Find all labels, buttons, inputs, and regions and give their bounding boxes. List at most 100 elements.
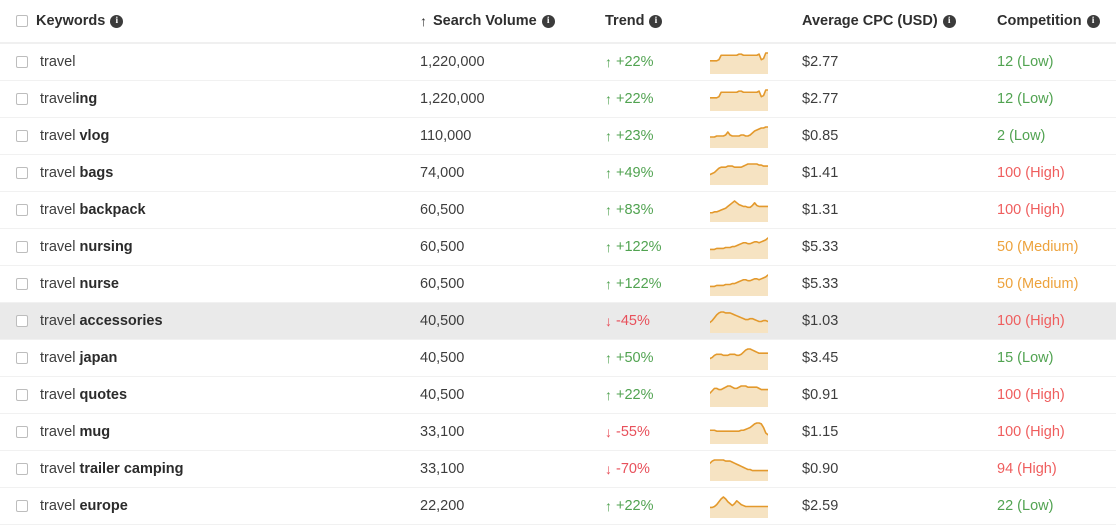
search-volume-cell: 40,500 <box>420 386 465 403</box>
header-trend[interactable]: Trend i <box>605 0 803 44</box>
trend-cell: ↑ +22% <box>605 43 710 80</box>
info-icon[interactable]: i <box>649 14 663 28</box>
table-row[interactable]: travel mug 33,100 ↓ -55% $1.15 100 (High) <box>0 413 1116 450</box>
trend-up-arrow-icon: ↑ <box>605 275 612 292</box>
average-cpc-cell: $1.41 <box>802 164 839 181</box>
keyword-modifier: japan <box>75 349 118 366</box>
trend-sparkline-cell <box>710 302 802 339</box>
search-volume-cell: 33,100 <box>420 460 465 477</box>
row-checkbox[interactable] <box>16 388 28 401</box>
trend-sparkline-cell <box>710 191 802 228</box>
info-icon[interactable]: i <box>110 14 124 28</box>
keyword-cell[interactable]: travel vlog <box>36 117 420 154</box>
table-row[interactable]: travel trailer camping 33,100 ↓ -70% $0.90 94… <box>0 450 1116 487</box>
average-cpc-cell: $1.15 <box>802 423 839 440</box>
table-row[interactable]: travel nursing 60,500 ↑ +122% $5.33 50 (Mediu… <box>0 228 1116 265</box>
trend-sparkline-cell <box>710 43 802 80</box>
table-row[interactable]: travel japan 40,500 ↑ +50% $3.45 15 (Low) <box>0 339 1116 376</box>
table-row[interactable]: traveling 1,220,000 ↑ +22% $2.77 12 (Low) <box>0 80 1116 117</box>
trend-value: +23% <box>616 127 654 144</box>
trend-cell: ↑ +83% <box>605 191 710 228</box>
header-competition[interactable]: Competition i <box>997 0 1116 44</box>
table-row[interactable]: travel 1,220,000 ↑ +22% $2.77 12 (Low) <box>0 43 1116 80</box>
keyword-cell[interactable]: travel japan <box>36 339 420 376</box>
header-competition-label: Competition <box>997 13 1082 29</box>
header-average-cpc[interactable]: Average CPC (USD) i <box>802 0 998 44</box>
row-select-cell <box>0 376 36 413</box>
table-row[interactable]: travel quotes 40,500 ↑ +22% $0.91 100 (High) <box>0 376 1116 413</box>
row-checkbox[interactable] <box>16 166 28 179</box>
keyword-seed: travel <box>40 312 76 329</box>
row-checkbox[interactable] <box>16 129 28 142</box>
keyword-seed: travel <box>40 386 76 403</box>
competition-cell: 100 (High) <box>997 164 1065 181</box>
info-icon[interactable]: i <box>942 14 956 28</box>
row-checkbox[interactable] <box>16 462 28 475</box>
row-select-cell <box>0 487 36 524</box>
keyword-cell[interactable]: travel nursing <box>36 228 420 265</box>
row-checkbox[interactable] <box>16 351 28 364</box>
keyword-cell[interactable]: travel backpack <box>36 191 420 228</box>
keyword-seed: travel <box>40 164 76 181</box>
keyword-modifier: europe <box>75 497 128 514</box>
table-row[interactable]: travel accessories 40,500 ↓ -45% $1.03 100 (H… <box>0 302 1116 339</box>
trend-value: +22% <box>616 53 654 70</box>
keyword-cell[interactable]: travel accessories <box>36 302 420 339</box>
search-volume-cell: 1,220,000 <box>420 53 485 70</box>
keyword-seed: travel <box>40 201 76 218</box>
table-row[interactable]: travel vlog 110,000 ↑ +23% $0.85 2 (Low) <box>0 117 1116 154</box>
keyword-modifier: mug <box>75 423 111 440</box>
select-all-checkbox[interactable] <box>16 15 28 27</box>
trend-cell: ↑ +49% <box>605 154 710 191</box>
row-checkbox[interactable] <box>16 277 28 290</box>
table-row[interactable]: travel backpack 60,500 ↑ +83% $1.31 100 (High… <box>0 191 1116 228</box>
keyword-cell[interactable]: travel trailer camping <box>36 450 420 487</box>
header-search-volume[interactable]: ↑ Search Volume i <box>420 0 605 44</box>
header-search-volume-label: Search Volume <box>433 13 537 29</box>
row-checkbox[interactable] <box>16 92 28 105</box>
row-select-cell <box>0 339 36 376</box>
average-cpc-cell: $2.59 <box>802 497 839 514</box>
table-row[interactable]: travel bags 74,000 ↑ +49% $1.41 100 (High) <box>0 154 1116 191</box>
keyword-cell[interactable]: travel bags <box>36 154 420 191</box>
keyword-seed: travel <box>40 90 76 107</box>
row-checkbox[interactable] <box>16 55 28 68</box>
search-volume-cell: 60,500 <box>420 275 465 292</box>
row-checkbox[interactable] <box>16 203 28 216</box>
keyword-seed: travel <box>40 238 76 255</box>
keyword-cell[interactable]: travel nurse <box>36 265 420 302</box>
competition-cell: 100 (High) <box>997 386 1065 403</box>
keyword-modifier: nurse <box>75 275 119 292</box>
row-checkbox[interactable] <box>16 314 28 327</box>
table-row[interactable]: travel nurse 60,500 ↑ +122% $5.33 50 (Medium) <box>0 265 1116 302</box>
table-row[interactable]: travel europe 22,200 ↑ +22% $2.59 22 (Low) <box>0 487 1116 524</box>
average-cpc-cell: $0.90 <box>802 460 839 477</box>
keyword-modifier: backpack <box>75 201 146 218</box>
keyword-cell[interactable]: travel mug <box>36 413 420 450</box>
trend-cell: ↓ -55% <box>605 413 710 450</box>
row-select-cell <box>0 117 36 154</box>
info-icon[interactable]: i <box>1086 14 1100 28</box>
row-checkbox[interactable] <box>16 240 28 253</box>
trend-up-arrow-icon: ↑ <box>605 238 612 255</box>
keyword-cell[interactable]: travel quotes <box>36 376 420 413</box>
info-icon[interactable]: i <box>541 14 555 28</box>
keyword-cell[interactable]: travel <box>36 43 420 80</box>
trend-sparkline-cell <box>710 265 802 302</box>
row-select-cell <box>0 228 36 265</box>
keyword-cell[interactable]: traveling <box>36 80 420 117</box>
trend-cell: ↑ +122% <box>605 228 710 265</box>
row-checkbox[interactable] <box>16 425 28 438</box>
competition-cell: 50 (Medium) <box>997 238 1079 255</box>
trend-up-arrow-icon: ↑ <box>605 201 612 218</box>
trend-down-arrow-icon: ↓ <box>605 312 612 329</box>
search-volume-cell: 33,100 <box>420 423 465 440</box>
trend-sparkline-cell <box>710 117 802 154</box>
header-keywords[interactable]: Keywords i <box>36 0 420 44</box>
average-cpc-cell: $5.33 <box>802 275 839 292</box>
average-cpc-cell: $2.77 <box>802 53 839 70</box>
trend-cell: ↑ +23% <box>605 117 710 154</box>
trend-sparkline-cell <box>710 80 802 117</box>
keyword-cell[interactable]: travel europe <box>36 487 420 524</box>
row-checkbox[interactable] <box>16 499 28 512</box>
